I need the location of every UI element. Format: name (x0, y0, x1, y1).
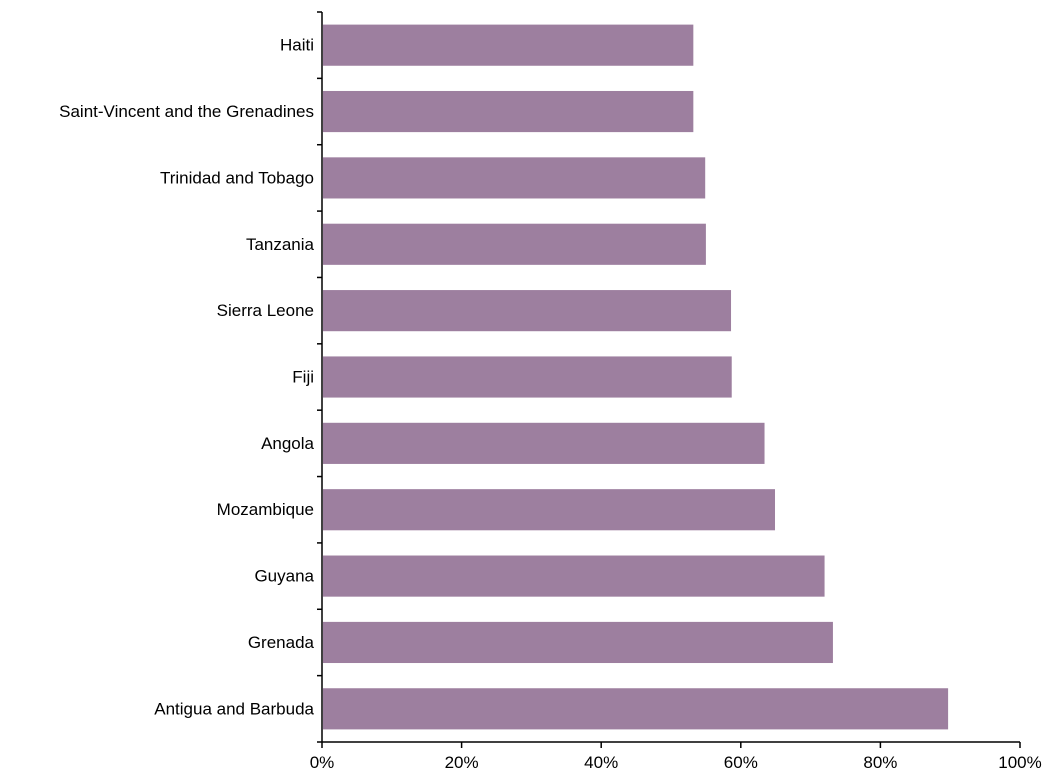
category-label: Mozambique (217, 500, 314, 519)
category-labels: Haiti Saint-Vincent and the Grenadines Tri… (59, 36, 314, 719)
category-label: Saint-Vincent and the Grenadines (59, 102, 314, 121)
bar (323, 157, 706, 199)
category-label: Grenada (248, 633, 315, 652)
bar (323, 555, 825, 597)
bar (323, 489, 776, 531)
x-tick-label: 40% (584, 753, 618, 772)
category-label: Antigua and Barbuda (154, 699, 314, 718)
bars-group (323, 24, 949, 730)
category-label: Sierra Leone (217, 301, 314, 320)
x-tick-label: 60% (724, 753, 758, 772)
x-tick-label: 20% (445, 753, 479, 772)
bar (323, 90, 694, 133)
category-label: Tanzania (246, 235, 315, 254)
bar (323, 290, 732, 332)
bar (323, 223, 706, 265)
x-tick-label: 0% (310, 753, 335, 772)
bar (323, 422, 765, 464)
y-axis-ticks (317, 11, 322, 743)
category-label: Haiti (280, 36, 314, 55)
category-label: Trinidad and Tobago (160, 168, 314, 187)
bar (323, 688, 949, 730)
x-tick-label: 100% (998, 753, 1041, 772)
category-label: Angola (261, 434, 314, 453)
category-label: Guyana (254, 567, 314, 586)
x-tick-label: 80% (863, 753, 897, 772)
bar (323, 621, 833, 664)
bar (323, 24, 694, 66)
bar (323, 356, 732, 398)
x-axis-ticks: 0% 20% 40% 60% 80% 100% (310, 742, 1042, 772)
category-label: Fiji (292, 368, 314, 387)
